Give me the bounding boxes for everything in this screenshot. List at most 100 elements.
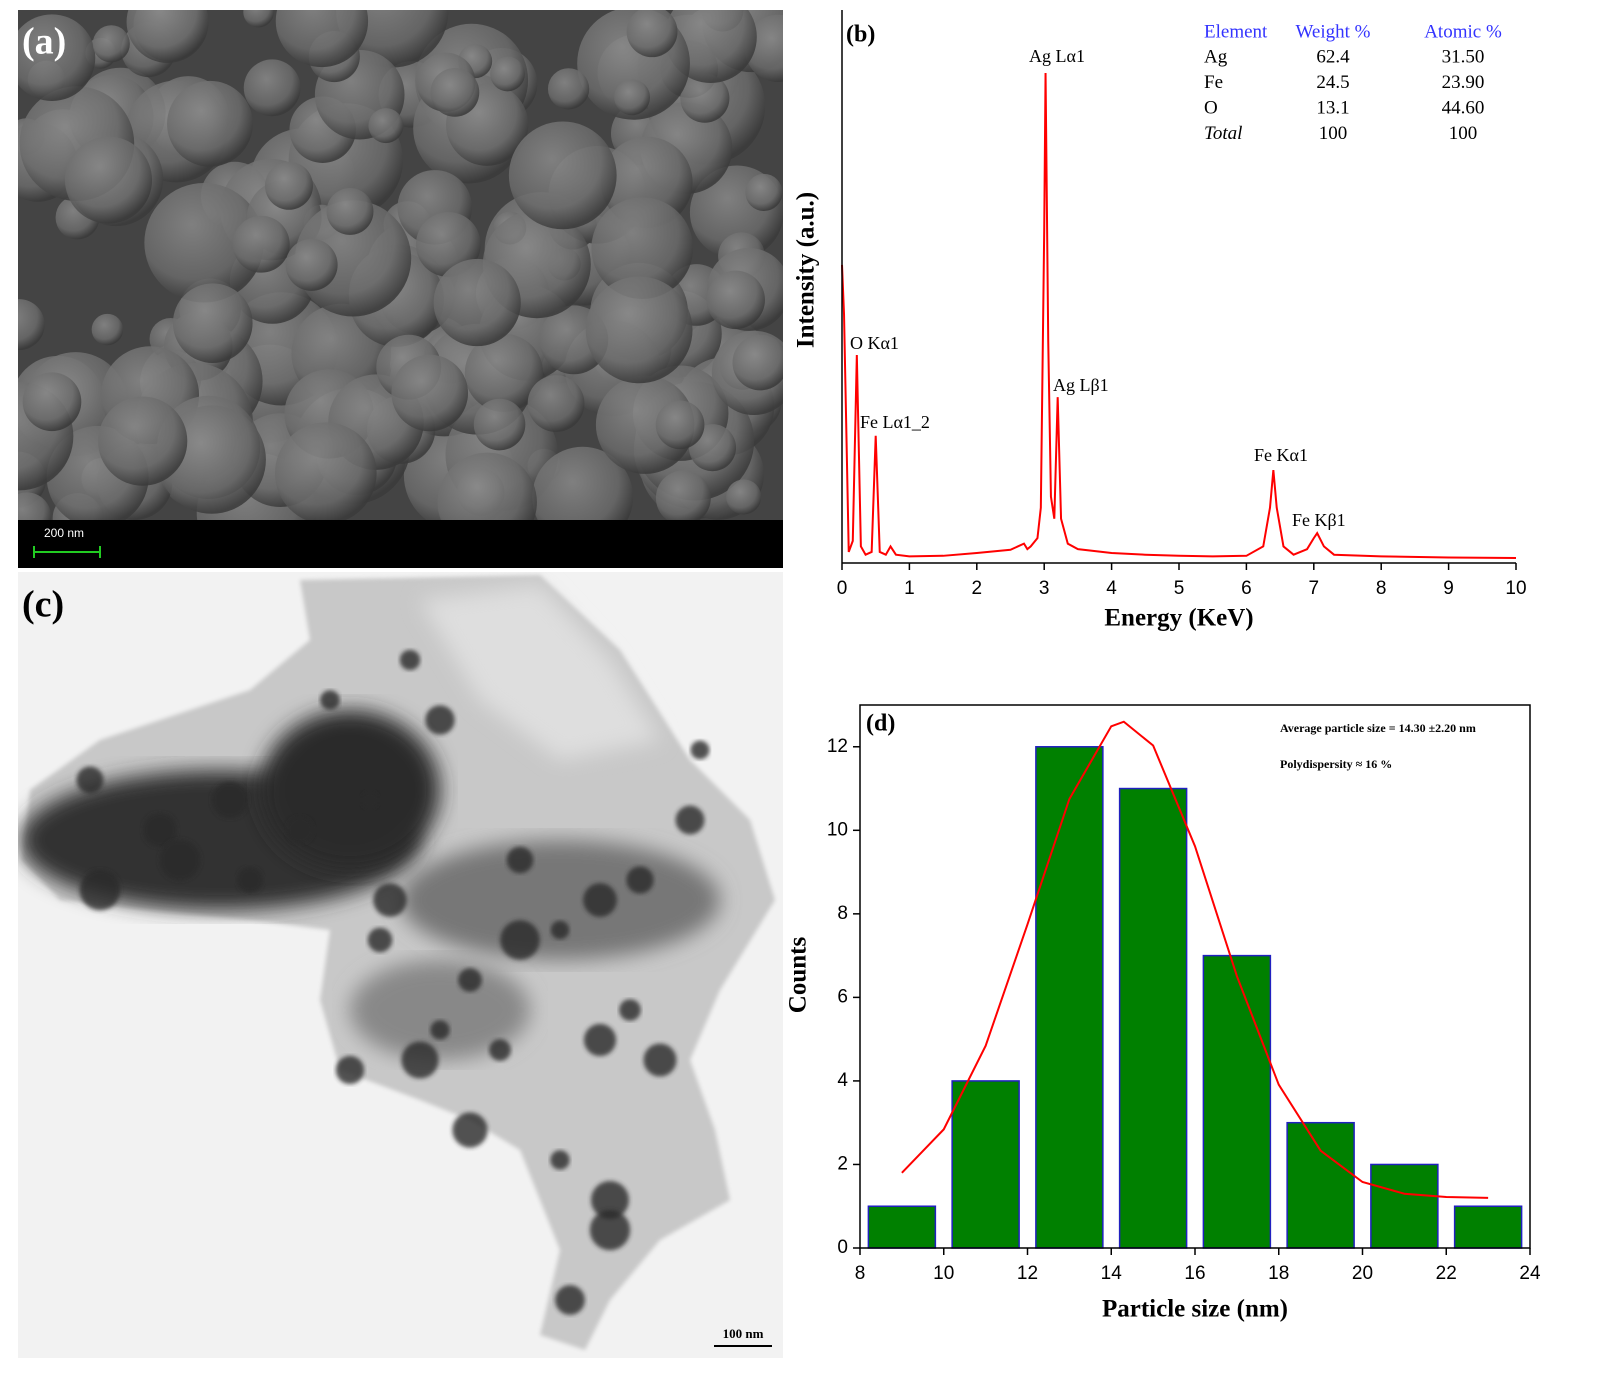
sem-grain	[275, 10, 369, 68]
sem-grain	[464, 333, 544, 412]
sem-grain	[595, 375, 695, 474]
sem-grain	[732, 334, 783, 391]
x-tick-label: 4	[1106, 578, 1117, 599]
sem-grain	[614, 79, 651, 116]
table-cell: 31.50	[1442, 46, 1485, 67]
sem-grain	[745, 173, 783, 212]
sem-grain	[264, 161, 313, 210]
table-cell: 23.90	[1442, 72, 1485, 93]
sem-grain	[527, 375, 585, 432]
sem-grain	[18, 14, 96, 101]
nanoparticle	[361, 791, 379, 809]
x-tick-label: 9	[1443, 578, 1454, 599]
sem-grain	[626, 10, 678, 58]
histogram-bar	[867, 1205, 937, 1249]
x-tick-label: 2	[972, 578, 983, 599]
x-tick-label: 10	[933, 1263, 954, 1284]
sem-grain	[391, 354, 469, 432]
nanoparticle	[506, 846, 534, 874]
y-tick-label: 0	[837, 1237, 848, 1258]
nanoparticle	[425, 705, 455, 735]
x-tick-label: 18	[1268, 1263, 1289, 1284]
panel-label: (d)	[866, 711, 895, 737]
y-tick-label: 10	[827, 819, 848, 840]
sem-grain	[430, 67, 480, 117]
histogram-bar	[1370, 1163, 1439, 1249]
x-tick-label: 22	[1436, 1263, 1457, 1284]
sem-grain	[91, 313, 124, 346]
table-cell: Total	[1204, 123, 1242, 144]
nanoparticle	[237, 867, 263, 893]
annotation: Fe Kβ1	[1292, 510, 1346, 530]
sem-grain	[18, 492, 52, 520]
sem-grain	[232, 215, 290, 273]
panel-label: (c)	[22, 584, 64, 626]
nanoparticle	[399, 649, 421, 671]
sem-grain	[585, 276, 693, 384]
nanoparticle	[335, 1055, 365, 1085]
sem-grain	[167, 80, 253, 167]
nanoparticle	[550, 920, 570, 940]
sem-grain	[22, 372, 82, 432]
table-cell: 100	[1319, 123, 1348, 144]
x-tick-label: 3	[1039, 578, 1050, 599]
sem-grain	[126, 10, 209, 63]
annotation: Average particle size = 14.30 ±2.20 nm	[1280, 721, 1476, 735]
nanoparticle	[583, 883, 617, 917]
x-tick-label: 16	[1184, 1263, 1205, 1284]
x-tick-label: 12	[1017, 1263, 1038, 1284]
spectrum-line	[841, 73, 1517, 560]
sem-image	[18, 10, 783, 520]
sem-grain	[437, 452, 537, 520]
nanoparticle	[555, 1285, 585, 1315]
nanoparticle	[373, 883, 407, 917]
annotation: Fe Kα1	[1254, 445, 1308, 465]
sem-info-bar	[18, 520, 783, 568]
sem-grain	[368, 108, 404, 144]
x-axis-label: Particle size (nm)	[1102, 1296, 1288, 1323]
table-cell: O	[1204, 97, 1218, 118]
sem-grain	[98, 396, 188, 486]
y-tick-label: 4	[837, 1070, 848, 1091]
sem-grain	[490, 56, 525, 92]
sem-grain	[243, 59, 301, 117]
x-tick-label: 8	[1376, 578, 1387, 599]
nanoparticle	[211, 781, 249, 819]
sem-grain	[92, 25, 130, 63]
nanoparticle	[286, 816, 314, 844]
x-tick-label: 7	[1309, 578, 1320, 599]
panel-label: (b)	[846, 22, 875, 48]
sem-grain	[532, 446, 634, 520]
sem-grain	[64, 136, 153, 224]
histogram-bar	[1118, 787, 1188, 1249]
nanoparticle	[401, 1041, 439, 1079]
tem-flake	[22, 575, 775, 1350]
x-tick-label: 14	[1101, 1263, 1123, 1284]
nanoparticle	[142, 812, 178, 848]
histogram-bar	[1453, 1205, 1523, 1249]
sem-grain	[680, 73, 730, 123]
y-tick-label: 12	[827, 736, 848, 757]
tem-image	[18, 572, 783, 1358]
table-cell: Ag	[1204, 46, 1228, 67]
nanoparticle	[159, 839, 201, 881]
annotation: Fe Lα1_2	[860, 412, 930, 432]
x-tick-label: 5	[1174, 578, 1185, 599]
x-tick-label: 24	[1519, 1263, 1541, 1284]
table-cell: Fe	[1204, 72, 1223, 93]
sem-grain	[433, 258, 521, 347]
nanoparticle	[675, 805, 705, 835]
sem-grain	[285, 238, 338, 291]
table-cell: 13.1	[1316, 97, 1349, 118]
sem-grain	[706, 270, 765, 330]
sem-grain	[655, 400, 705, 450]
tem-agglomerate	[350, 960, 530, 1060]
histogram-bar	[1202, 954, 1272, 1249]
tem-agglomerate	[400, 840, 720, 960]
y-axis-label: Counts	[785, 937, 812, 1014]
table-cell: 100	[1449, 123, 1478, 144]
nanoparticle	[619, 999, 641, 1021]
nanoparticle	[489, 1039, 511, 1061]
fit-curve	[901, 720, 1489, 1199]
x-tick-label: 6	[1241, 578, 1252, 599]
